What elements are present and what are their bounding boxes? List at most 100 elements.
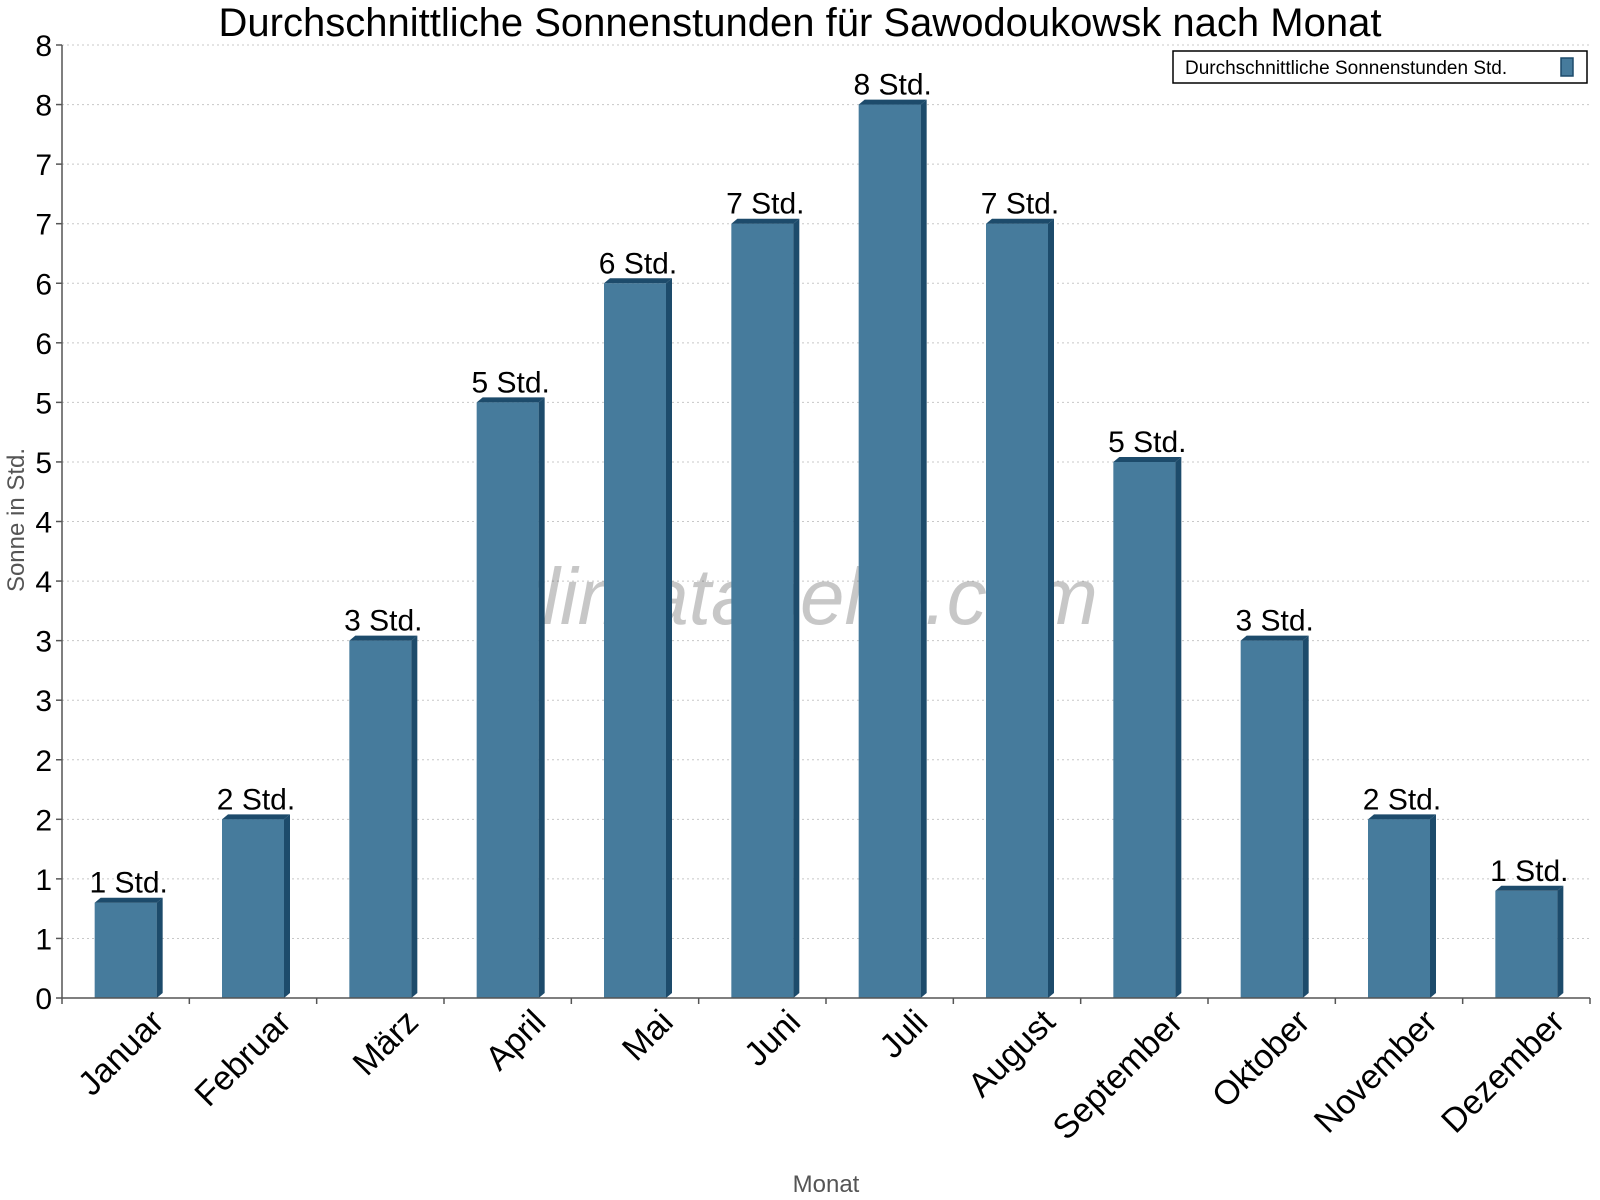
bar-side xyxy=(411,635,418,998)
bar xyxy=(94,897,163,998)
data-label: 7 Std. xyxy=(981,188,1059,221)
bar-front xyxy=(1368,819,1430,998)
y-tick-label: 1 xyxy=(35,923,52,956)
legend-box xyxy=(1172,50,1588,84)
bar xyxy=(604,278,672,998)
bar-side xyxy=(793,218,800,998)
bar xyxy=(476,397,545,998)
y-tick-label: 2 xyxy=(35,804,52,837)
x-tick-label: April xyxy=(478,1003,553,1078)
bar-front xyxy=(731,223,794,998)
bar-top xyxy=(986,218,1054,224)
y-tick-label: 6 xyxy=(35,328,52,361)
y-tick-label: 1 xyxy=(35,864,52,897)
bar-side xyxy=(1175,456,1182,998)
y-tick-label: 3 xyxy=(35,685,52,718)
bar xyxy=(1113,456,1182,998)
data-label: 2 Std. xyxy=(217,783,295,816)
x-axis-ticks: Januar Februar März April Mai Juni Juli AugustS… xyxy=(61,998,1591,1147)
y-axis-ticks: 0 1 1 2 2 3 3 4 4 5 5 6 6 7 7 8 8 xyxy=(35,30,62,1016)
axes xyxy=(61,45,1590,999)
bar-front xyxy=(604,283,666,998)
bars xyxy=(94,99,1564,998)
y-tick-label: 7 xyxy=(35,149,52,182)
bar-top xyxy=(1368,814,1436,820)
x-tick-label: Dezember xyxy=(1434,1003,1572,1141)
y-tick-label: 8 xyxy=(35,90,52,123)
legend: Durchschnittliche Sonnenstunden Std. xyxy=(1172,50,1588,84)
y-tick-label: 4 xyxy=(35,566,52,599)
bar-side xyxy=(920,99,927,998)
bar-side xyxy=(666,278,672,998)
bar-side xyxy=(1430,814,1436,998)
bar-top xyxy=(731,218,800,224)
bar xyxy=(1368,814,1436,998)
y-tick-label: 5 xyxy=(35,447,52,480)
x-tick-label: Juli xyxy=(872,1003,935,1066)
bar xyxy=(731,218,800,998)
bar xyxy=(858,99,927,998)
bar-front xyxy=(476,402,539,998)
y-tick-label: 3 xyxy=(35,626,52,659)
y-tick-label: 8 xyxy=(35,30,52,63)
bar xyxy=(222,814,290,998)
bar-front xyxy=(1113,461,1176,998)
y-tick-label: 6 xyxy=(35,268,52,301)
data-label: 7 Std. xyxy=(726,188,804,221)
data-label: 1 Std. xyxy=(89,867,167,900)
x-tick-label: Februar xyxy=(188,1003,299,1114)
bar-top xyxy=(1495,885,1564,891)
data-label: 2 Std. xyxy=(1363,783,1441,816)
data-label: 5 Std. xyxy=(471,366,549,399)
x-tick-label: Januar xyxy=(71,1003,171,1103)
data-label: 6 Std. xyxy=(599,247,677,280)
bar-side xyxy=(156,897,163,998)
data-label: 5 Std. xyxy=(1108,426,1186,459)
bar-top xyxy=(222,814,290,820)
y-tick-label: 0 xyxy=(35,983,52,1016)
data-label: 3 Std. xyxy=(344,605,422,638)
y-tick-label: 4 xyxy=(35,507,52,540)
bar-top xyxy=(94,897,163,903)
legend-entry-label: Durchschnittliche Sonnenstunden Std. xyxy=(1185,58,1507,79)
x-tick-label: September xyxy=(1046,1003,1190,1147)
x-tick-label: März xyxy=(346,1003,426,1083)
bar-top xyxy=(1113,456,1182,462)
legend-swatch xyxy=(1560,57,1574,77)
bar xyxy=(986,218,1054,998)
data-label: 8 Std. xyxy=(853,69,931,102)
bar-front xyxy=(1240,640,1303,998)
bar-front xyxy=(858,104,921,998)
y-tick-label: 7 xyxy=(35,209,52,242)
bar-side xyxy=(1557,885,1564,998)
bar-top xyxy=(1240,635,1309,641)
bar-front xyxy=(349,640,412,998)
bar xyxy=(349,635,418,998)
x-tick-label: August xyxy=(961,1002,1063,1104)
x-axis-label: Monat xyxy=(793,1171,860,1198)
chart-title: Durchschnittliche Sonnenstunden für Sawo… xyxy=(219,1,1382,45)
bar-top xyxy=(349,635,418,641)
x-tick-label: Mai xyxy=(615,1003,681,1069)
bar-side xyxy=(1302,635,1309,998)
x-tick-label: Oktober xyxy=(1205,1003,1317,1115)
y-tick-label: 5 xyxy=(35,387,52,420)
y-tick-label: 2 xyxy=(35,745,52,778)
bar-front xyxy=(986,223,1048,998)
bar-side xyxy=(284,814,290,998)
data-labels: 1 Std. 2 Std. 3 Std. 5 Std. 6 Std. 7 Std. 8 St… xyxy=(89,69,1568,900)
bar-front xyxy=(94,902,157,998)
bar xyxy=(1240,635,1309,998)
bar-front xyxy=(222,819,284,998)
bar-front xyxy=(1495,890,1558,998)
bar-top xyxy=(604,278,672,284)
data-label: 3 Std. xyxy=(1235,605,1313,638)
y-axis-label: Sonne in Std. xyxy=(3,448,30,592)
data-label: 1 Std. xyxy=(1490,855,1568,888)
bar-top xyxy=(858,99,927,105)
bar-side xyxy=(538,397,545,998)
bar xyxy=(1495,885,1564,998)
x-tick-label: Juni xyxy=(737,1003,808,1074)
x-tick-label: November xyxy=(1307,1003,1445,1141)
